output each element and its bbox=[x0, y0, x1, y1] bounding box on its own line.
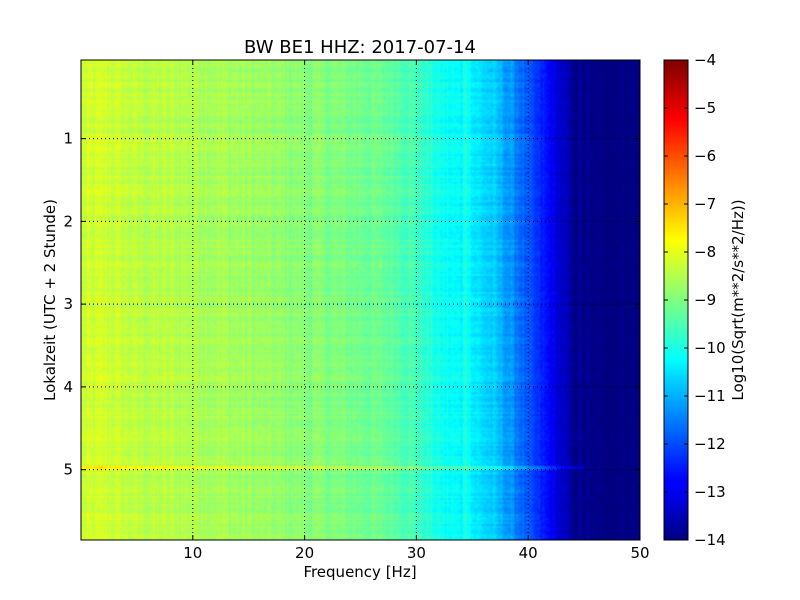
colorbar-tick-label: −12 bbox=[694, 435, 726, 453]
colorbar-label: Log10(Sqrt(m**2/s**2/Hz)) bbox=[729, 199, 747, 400]
x-axis-ticks: 10 20 30 40 50 bbox=[183, 60, 650, 562]
colorbar-tick-label: −4 bbox=[694, 51, 716, 69]
colorbar-ticks: −4 −5 −6 −7 −8 −9 −10 −11 −12 −13 −14 bbox=[664, 51, 726, 549]
colorbar-tick-label: −8 bbox=[694, 243, 716, 261]
spectrogram-heatmap bbox=[81, 60, 640, 540]
colorbar-tick-label: −6 bbox=[694, 147, 716, 165]
y-tick-label: 1 bbox=[63, 130, 73, 148]
colorbar-tick-label: −11 bbox=[694, 387, 726, 405]
y-tick-label: 3 bbox=[63, 295, 73, 313]
y-axis-label: Lokalzeit (UTC + 2 Stunde) bbox=[41, 199, 59, 401]
colorbar-tick-label: −13 bbox=[694, 483, 726, 501]
chart-title: BW BE1 HHZ: 2017-07-14 bbox=[244, 37, 476, 58]
colorbar-tick-label: −10 bbox=[694, 339, 726, 357]
x-axis-label: Frequency [Hz] bbox=[303, 563, 416, 581]
plot-frame bbox=[80, 59, 641, 541]
colorbar-tick-label: −9 bbox=[694, 291, 716, 309]
y-tick-label: 2 bbox=[63, 212, 73, 230]
colorbar: −4 −5 −6 −7 −8 −9 −10 −11 −12 −13 −14 Log10(Sqrt(m… bbox=[663, 51, 747, 549]
x-tick-label: 30 bbox=[407, 544, 426, 562]
x-tick-label: 50 bbox=[630, 544, 649, 562]
x-tick-label: 10 bbox=[183, 544, 202, 562]
grid-lines bbox=[81, 60, 640, 540]
colorbar-tick-label: −5 bbox=[694, 99, 716, 117]
x-tick-label: 40 bbox=[519, 544, 538, 562]
x-tick-label: 20 bbox=[295, 544, 314, 562]
y-tick-label: 5 bbox=[63, 461, 73, 479]
y-tick-label: 4 bbox=[63, 378, 73, 396]
colorbar-tick-label: −14 bbox=[694, 531, 726, 549]
colorbar-tick-label: −7 bbox=[694, 195, 716, 213]
y-axis-ticks: 1 2 3 4 5 bbox=[63, 130, 640, 479]
plot-area: 10 20 30 40 50 1 2 3 4 5 bbox=[63, 59, 650, 562]
